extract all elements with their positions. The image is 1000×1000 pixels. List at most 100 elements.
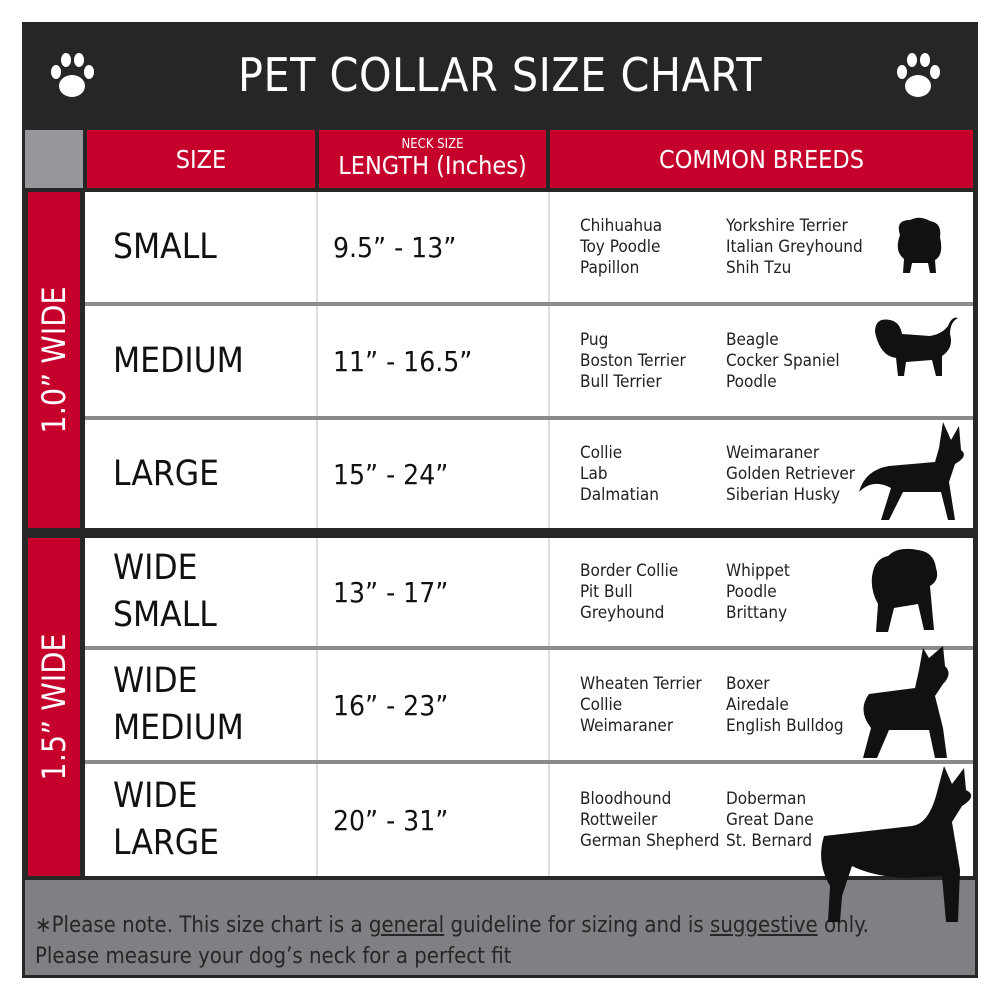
doberman-silhouette-icon <box>821 766 972 922</box>
breed-name: Great Dane <box>726 809 814 830</box>
length-cell: 11” - 16.5” <box>333 344 473 378</box>
breed-name: St. Bernard <box>726 830 813 851</box>
header-corner <box>25 130 83 188</box>
length-cell: 15” - 24” <box>333 457 449 491</box>
breed-name: Papillon <box>580 257 640 278</box>
header-length: NECK SIZE LENGTH (Inches) <box>319 130 546 188</box>
row-separator <box>85 646 973 650</box>
breed-name: Dalmatian <box>580 484 659 505</box>
column-divider <box>548 420 550 528</box>
breed-list: Beagle Cocker Spaniel Poodle <box>726 306 840 416</box>
breed-name: Lab <box>580 463 608 484</box>
page-title: PET COLLAR SIZE CHART <box>238 48 762 102</box>
column-divider <box>548 764 550 876</box>
group-label-1in: 1.0” WIDE <box>28 192 80 528</box>
header-length-sup: NECK SIZE <box>401 136 464 152</box>
breed-name: Airedale <box>726 694 789 715</box>
breed-list: Chihuahua Toy Poodle Papillon <box>580 192 662 302</box>
size-cell: LARGE <box>113 420 219 528</box>
breed-name: Pit Bull <box>580 581 633 602</box>
size-cell: WIDE MEDIUM <box>113 650 244 760</box>
paw-icon <box>51 53 94 97</box>
breed-name: Bloodhound <box>580 788 672 809</box>
breed-list: Collie Lab Dalmatian <box>580 420 659 528</box>
footer-note: ∗Please note. This size chart is a gener… <box>25 880 975 975</box>
breed-name: Brittany <box>726 602 788 623</box>
breed-list: Whippet Poodle Brittany <box>726 538 790 646</box>
breed-list: Bloodhound Rottweiler German Shepherd <box>580 764 719 876</box>
breed-name: Collie <box>580 442 623 463</box>
note-underline: general <box>368 913 445 938</box>
column-divider <box>548 538 550 646</box>
header-breeds-label: COMMON BREEDS <box>659 144 864 174</box>
group-label-text: 1.0” WIDE <box>35 286 73 434</box>
table-row: WIDE SMALL 13” - 17” Border Collie Pit Bull G… <box>85 538 973 646</box>
length-cell: 20” - 31” <box>333 803 449 837</box>
note-text: ∗Please note. This size chart is a <box>35 913 369 938</box>
breed-list: Border Collie Pit Bull Greyhound <box>580 538 678 646</box>
size-cell: SMALL <box>113 192 217 302</box>
medium-dog-silhouette-icon <box>875 317 958 376</box>
column-divider <box>548 650 550 760</box>
breed-name: Golden Retriever <box>726 463 856 484</box>
header-size-label: SIZE <box>175 144 227 174</box>
size-cell: MEDIUM <box>113 306 244 416</box>
breed-list: Boxer Airedale English Bulldog <box>726 650 844 760</box>
title-bar: PET COLLAR SIZE CHART <box>22 22 978 128</box>
breed-list: Weimaraner Golden Retriever Siberian Husky <box>726 420 855 528</box>
breed-name: Doberman <box>726 788 807 809</box>
breed-name: Shih Tzu <box>726 257 792 278</box>
small-dog-silhouette-icon <box>897 217 942 273</box>
breed-list: Pug Boston Terrier Bull Terrier <box>580 306 686 416</box>
size-label: LARGE <box>113 823 220 863</box>
breed-list: Wheaten Terrier Collie Weimaraner <box>580 650 702 760</box>
breed-list: Yorkshire Terrier Italian Greyhound Shih T… <box>726 192 863 302</box>
breed-name: Poodle <box>726 371 777 392</box>
column-divider <box>548 306 550 416</box>
size-cell: WIDE LARGE <box>113 764 219 876</box>
size-label: WIDE <box>113 776 198 816</box>
header-size: SIZE <box>87 130 315 188</box>
row-separator <box>85 416 973 420</box>
breed-name: Greyhound <box>580 602 665 623</box>
breed-name: Border Collie <box>580 560 679 581</box>
size-label: SMALL <box>113 226 217 267</box>
column-divider <box>316 538 318 646</box>
size-label: LARGE <box>113 453 220 494</box>
breed-name: English Bulldog <box>726 715 844 736</box>
table-row: WIDE LARGE 20” - 31” Bloodhound Rottweiler Ge… <box>85 764 973 876</box>
breed-name: Wheaten Terrier <box>580 673 702 694</box>
breed-name: Weimaraner <box>726 442 820 463</box>
breed-name: Weimaraner <box>580 715 674 736</box>
breed-name: Chihuahua <box>580 215 663 236</box>
column-divider <box>316 306 318 416</box>
column-divider <box>316 420 318 528</box>
row-separator <box>85 302 973 306</box>
table-row: LARGE 15” - 24” Collie Lab Dalmatian Weimaran… <box>85 420 973 528</box>
column-divider <box>548 192 550 302</box>
size-label: WIDE <box>113 548 198 588</box>
column-divider <box>316 650 318 760</box>
column-divider <box>316 764 318 876</box>
breed-name: Siberian Husky <box>726 484 841 505</box>
breed-name: Toy Poodle <box>580 236 661 257</box>
breed-name: Cocker Spaniel <box>726 350 840 371</box>
row-separator <box>85 760 973 764</box>
table-row: WIDE MEDIUM 16” - 23” Wheaten Terrier Collie… <box>85 650 973 760</box>
pitbull-silhouette-icon <box>863 646 949 758</box>
breed-list: Doberman Great Dane St. Bernard <box>726 764 814 876</box>
breed-name: Collie <box>580 694 623 715</box>
breed-name: Yorkshire Terrier <box>726 215 848 236</box>
size-cell: WIDE SMALL <box>113 538 217 646</box>
breed-name: Pug <box>580 329 609 350</box>
table-row: MEDIUM 11” - 16.5” Pug Boston Terrier Bull T… <box>85 306 973 416</box>
size-label: WIDE <box>113 661 198 701</box>
length-cell: 13” - 17” <box>333 575 449 609</box>
breed-name: Boston Terrier <box>580 350 686 371</box>
note-underline: suggestive <box>710 913 818 938</box>
size-label: MEDIUM <box>113 340 244 381</box>
breed-name: Beagle <box>726 329 779 350</box>
column-divider <box>316 192 318 302</box>
breed-name: German Shepherd <box>580 830 720 851</box>
group-label-text: 1.5” WIDE <box>35 633 73 781</box>
